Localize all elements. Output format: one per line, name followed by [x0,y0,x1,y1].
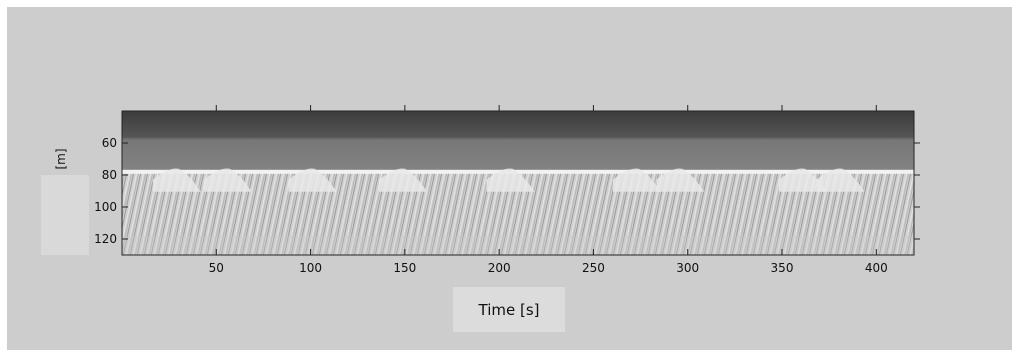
x-tick-label: 200 [488,261,511,275]
surface-echo-band [122,169,914,174]
echo-peak [152,168,201,192]
x-axis-label: Time [s] [478,300,540,319]
echo-peak [612,168,661,192]
y-axis-label: [m] [54,148,68,169]
echo-peak [288,168,337,192]
echo-peak [656,168,705,192]
ylabel-background-patch [41,175,89,255]
y-tick-label: 80 [102,168,117,182]
x-tick-label: 100 [299,261,322,275]
plot-frame [121,110,915,256]
echogram-chart: 50 100 150 200 250 300 350 400 60 80 100 120 [m] [54,105,920,275]
echo-peaks [152,168,865,192]
y-tick-label: 60 [102,136,117,150]
y-tick-label: 120 [94,232,117,246]
x-tick-label: 300 [676,261,699,275]
echo-peak [203,168,252,192]
echo-peak [778,168,827,192]
figure-panel: 50 100 150 200 250 300 350 400 60 80 100 120 [m] T… [7,7,1012,350]
x-tick-label: 400 [865,261,888,275]
x-tick-label: 250 [582,261,605,275]
y-axis: 60 80 100 120 [94,136,920,246]
x-tick-label: 50 [209,261,224,275]
deep-haze [122,235,914,255]
y-tick-label: 100 [94,200,117,214]
x-axis: 50 100 150 200 250 300 350 400 [209,105,888,275]
x-tick-label: 350 [771,261,794,275]
echo-peak [379,168,428,192]
echo-peak [816,168,865,192]
x-tick-label: 150 [393,261,416,275]
x-axis-label-box: Time [s] [453,287,565,332]
echo-peak [486,168,535,192]
